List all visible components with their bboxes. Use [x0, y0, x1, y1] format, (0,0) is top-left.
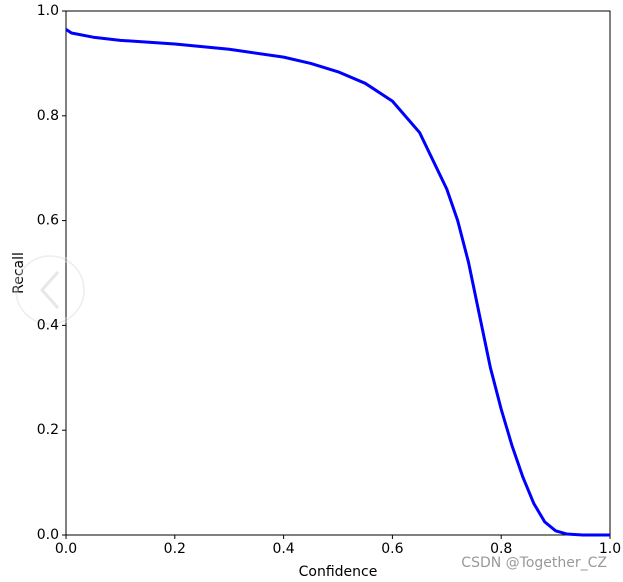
y-tick-label: 0.8 — [37, 108, 59, 124]
y-tick-label: 0.2 — [37, 422, 59, 438]
y-tick-label: 0.6 — [37, 213, 59, 229]
y-axis-label: Recall — [11, 252, 27, 294]
y-tick-label: 0.0 — [37, 527, 59, 543]
x-tick-label: 0.8 — [490, 541, 512, 557]
x-tick-label: 0.6 — [381, 541, 403, 557]
watermark: CSDN @Together_CZ — [461, 555, 607, 571]
back-button[interactable] — [13, 253, 87, 327]
recall-line — [65, 28, 610, 537]
y-tick-label: 1.0 — [37, 3, 59, 19]
x-tick-label: 0.4 — [272, 541, 294, 557]
x-axis-label: Confidence — [299, 564, 378, 580]
x-tick-label: 0.0 — [55, 541, 77, 557]
x-tick-label: 0.2 — [164, 541, 186, 557]
y-tick-label: 0.4 — [37, 317, 59, 333]
plot-frame — [65, 10, 611, 536]
x-tick-label: 1.0 — [599, 541, 621, 557]
